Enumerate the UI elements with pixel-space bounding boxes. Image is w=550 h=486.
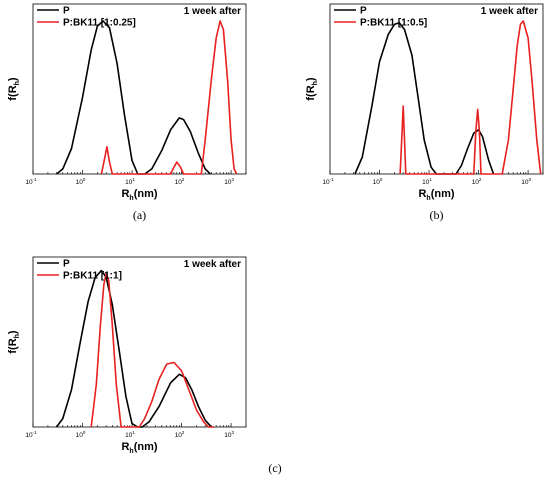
plot-frame	[32, 256, 247, 428]
series-line-p	[56, 20, 211, 175]
y-axis-label: f(Rh)	[7, 77, 21, 101]
legend-label: P:BK11 [1:1]	[63, 271, 122, 282]
y-axis-label: f(Rh)	[305, 77, 319, 101]
x-tick-label: 101	[125, 430, 135, 439]
x-tick-label: 103	[224, 430, 234, 439]
panel-label: (c)	[268, 461, 281, 475]
x-tick-label: 102	[175, 177, 185, 186]
chart-panel-c: 10-1 100 101 102 103 PP:BK11 [1:1] 1 week afte…	[7, 256, 282, 475]
x-axis-label: Rh(nm)	[418, 188, 454, 202]
x-axis-label: Rh(nm)	[121, 441, 157, 455]
x-tick-label: 10-1	[25, 177, 37, 186]
x-tick-label: 10-1	[322, 177, 334, 186]
x-axis-label: Rh(nm)	[121, 188, 157, 202]
legend-label: P	[63, 6, 70, 17]
series-line-p	[55, 269, 212, 428]
x-tick-label: 101	[125, 177, 135, 186]
chart-panel-a: 10-1 100 101 102 103 PP:BK11 [1:0.25] 1 week a…	[7, 3, 247, 222]
x-tick-label: 100	[76, 430, 86, 439]
y-axis-label: f(Rh)	[7, 330, 21, 354]
series-line-bk11	[399, 20, 542, 175]
annotation-text: 1 week after	[481, 6, 538, 17]
x-tick-label: 101	[422, 177, 432, 186]
plot-frame	[329, 3, 544, 175]
x-tick-label: 103	[521, 177, 531, 186]
x-tick-label: 100	[373, 177, 383, 186]
legend-label: P	[63, 259, 70, 270]
x-tick-label: 102	[175, 430, 185, 439]
legend-label: P:BK11 [1:0.25]	[63, 18, 136, 29]
legend-label: P:BK11 [1:0.5]	[360, 18, 427, 29]
annotation-text: 1 week after	[184, 6, 241, 17]
plot-frame	[32, 3, 247, 175]
x-tick-label: 103	[224, 177, 234, 186]
panel-label: (b)	[430, 208, 444, 222]
x-tick-label: 102	[472, 177, 482, 186]
x-tick-label: 100	[76, 177, 86, 186]
x-tick-label: 10-1	[25, 430, 37, 439]
legend-label: P	[360, 6, 367, 17]
series-line-bk11	[100, 20, 238, 175]
series-line-p	[354, 21, 495, 175]
chart-panel-b: 10-1 100 101 102 103 PP:BK11 [1:0.5] 1 week af…	[305, 3, 544, 222]
series-line-bk11	[90, 273, 214, 428]
annotation-text: 1 week after	[184, 259, 241, 270]
panel-label: (a)	[133, 208, 146, 222]
